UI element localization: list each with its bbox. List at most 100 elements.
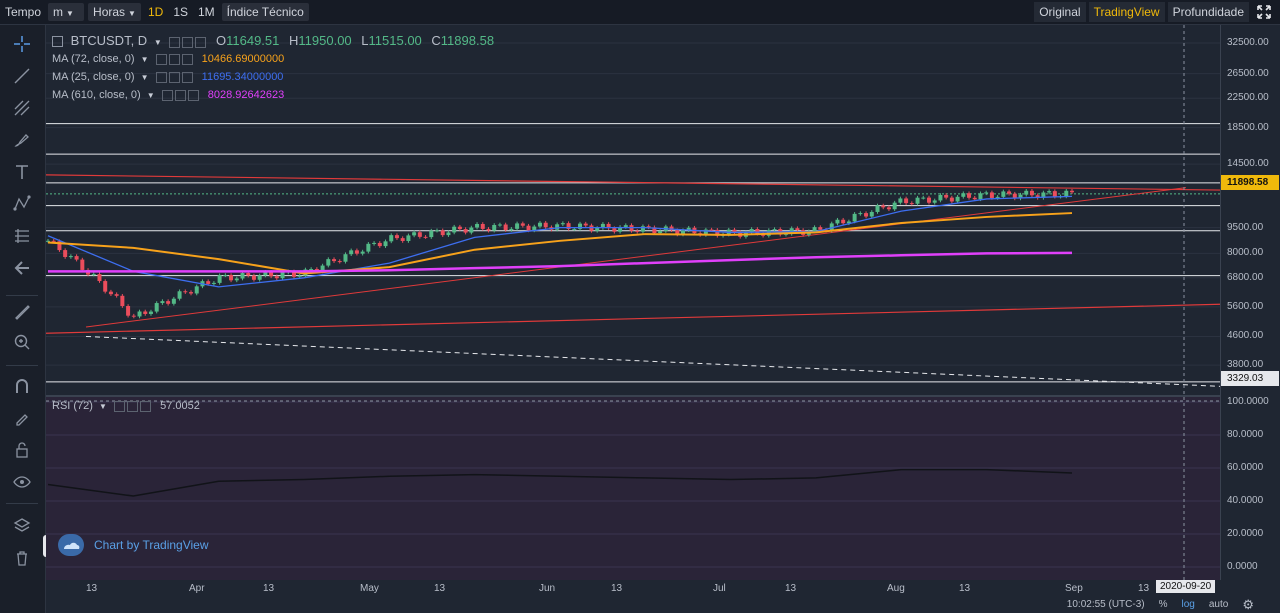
candle-up (532, 226, 537, 231)
price-chart[interactable] (45, 25, 1221, 580)
candle-up (429, 230, 434, 238)
high-label: H (289, 33, 299, 48)
candle-up (263, 271, 268, 276)
ma25-label[interactable]: MA (25, close, 0) (52, 71, 135, 83)
ma72-actions[interactable] (155, 53, 195, 65)
interval-group: Tempo m ▼ Horas ▼ 1D 1S 1M Índice Técnico (0, 0, 311, 24)
log-toggle[interactable]: log (1181, 599, 1195, 610)
chevron-down-icon[interactable]: ▼ (146, 91, 155, 100)
trend-line-icon[interactable] (11, 65, 33, 87)
price-tick-label: 5600.00 (1227, 300, 1264, 312)
candle-up (383, 241, 388, 247)
horizontal-lines[interactable] (46, 123, 1220, 383)
view-switcher: Original TradingView Profundidade (1034, 0, 1280, 24)
interval-1d[interactable]: 1D (147, 5, 164, 19)
candle-up (600, 223, 605, 229)
candle-up (366, 243, 371, 252)
chevron-down-icon[interactable]: ▼ (140, 55, 149, 64)
symbol-label[interactable]: BTCUSDT, D (70, 33, 148, 48)
view-tradingview-button[interactable]: TradingView (1088, 2, 1165, 22)
price-tick-label: 22500.00 (1227, 92, 1269, 104)
chevron-down-icon[interactable]: ▼ (99, 402, 107, 411)
trend-lines[interactable] (45, 174, 1221, 387)
ma72-label[interactable]: MA (72, close, 0) (52, 53, 135, 65)
candle-down (949, 197, 954, 202)
price-tick-label: 4600.00 (1227, 330, 1264, 342)
rsi-label[interactable]: RSI (72) (52, 400, 93, 412)
crosshair-icon[interactable] (11, 33, 33, 55)
candle-down (246, 273, 251, 276)
time-label: 13 (434, 583, 446, 594)
low-label: L (361, 33, 369, 48)
ruler-icon[interactable] (11, 301, 33, 323)
prediction-tool-icon[interactable] (11, 225, 33, 247)
rsi-pane-bg (46, 397, 1220, 580)
rsi-polyline (47, 468, 1073, 497)
candle-up (137, 311, 142, 317)
fullscreen-icon[interactable] (1252, 2, 1276, 22)
candle-up (240, 273, 245, 279)
candle-up (618, 226, 623, 232)
minute-selector[interactable]: m ▼ (48, 3, 85, 21)
ma610-actions[interactable] (161, 89, 201, 101)
arrow-left-icon[interactable] (11, 257, 33, 279)
settings-gear-icon[interactable]: ⚙ (1242, 596, 1254, 612)
rsi-actions[interactable] (114, 400, 153, 412)
stay-in-drawing-mode-icon[interactable] (11, 407, 33, 429)
candle-up (297, 275, 302, 277)
tradingview-watermark[interactable]: Chart by TradingView (58, 534, 209, 556)
ma72-value: 10466.69000000 (201, 53, 285, 65)
candle-down (635, 230, 640, 232)
candle-up (280, 272, 285, 279)
ma25-actions[interactable] (155, 71, 195, 83)
high-value: 11950.00 (298, 33, 352, 48)
rsi-line (47, 468, 1073, 497)
zoom-in-icon[interactable] (11, 331, 33, 353)
candle-up (680, 230, 685, 235)
rsi-tick-label: 60.0000 (1227, 462, 1264, 473)
candle-up (858, 213, 863, 215)
interval-1s[interactable]: 1S (173, 5, 188, 19)
candle-down (74, 256, 79, 260)
trash-icon[interactable] (11, 547, 33, 569)
text-tool-icon[interactable] (11, 161, 33, 183)
candle-up (309, 268, 314, 270)
view-depth-button[interactable]: Profundidade (1167, 2, 1249, 22)
lock-icon[interactable] (11, 439, 33, 461)
percent-toggle[interactable]: % (1158, 599, 1168, 610)
rsi-tick-label: 40.0000 (1227, 495, 1264, 506)
chevron-down-icon[interactable]: ▼ (153, 38, 162, 47)
chart-area[interactable]: BTCUSDT, D ▼ O11649.51 H11950.00 L11515.… (45, 25, 1221, 580)
collapse-toggle[interactable] (52, 36, 63, 48)
time-label: May (360, 583, 379, 594)
magnet-icon[interactable] (11, 375, 33, 397)
hours-selector[interactable]: Horas ▼ (88, 3, 141, 21)
view-original-button[interactable]: Original (1034, 2, 1086, 22)
price-tick-label: 18500.00 (1227, 121, 1269, 133)
candle-up (349, 250, 354, 255)
interval-1m[interactable]: 1M (198, 5, 215, 19)
cloud-logo-icon (58, 534, 84, 556)
fib-tool-icon[interactable] (11, 97, 33, 119)
pattern-tool-icon[interactable] (11, 193, 33, 215)
price-axis[interactable]: 32500.00 26500.00 22500.00 18500.00 14500.00… (1220, 25, 1280, 580)
auto-toggle[interactable]: auto (1208, 599, 1229, 610)
brush-icon[interactable] (11, 129, 33, 151)
series-actions[interactable] (169, 34, 208, 49)
open-value: 11649.51 (226, 33, 280, 48)
chevron-down-icon[interactable]: ▼ (140, 73, 149, 82)
trend-line (85, 187, 1187, 328)
candle-up (984, 192, 989, 194)
chart-footer: 10:02:55 (UTC-3) % log auto ⚙ (1053, 596, 1280, 613)
layers-icon[interactable] (11, 515, 33, 537)
chevron-down-icon: ▼ (66, 9, 74, 18)
eye-icon[interactable] (11, 471, 33, 493)
candle-up (537, 222, 542, 227)
moving-averages (47, 195, 1073, 288)
candle-down (126, 306, 131, 316)
ma610-label[interactable]: MA (610, close, 0) (52, 89, 141, 101)
candle-up (343, 254, 348, 262)
indicators-button[interactable]: Índice Técnico (221, 3, 309, 21)
time-axis[interactable]: 13 Apr 13 May 13 Jun 13 Jul 13 Aug 13 Se… (46, 580, 1220, 594)
candle-up (1024, 190, 1029, 195)
